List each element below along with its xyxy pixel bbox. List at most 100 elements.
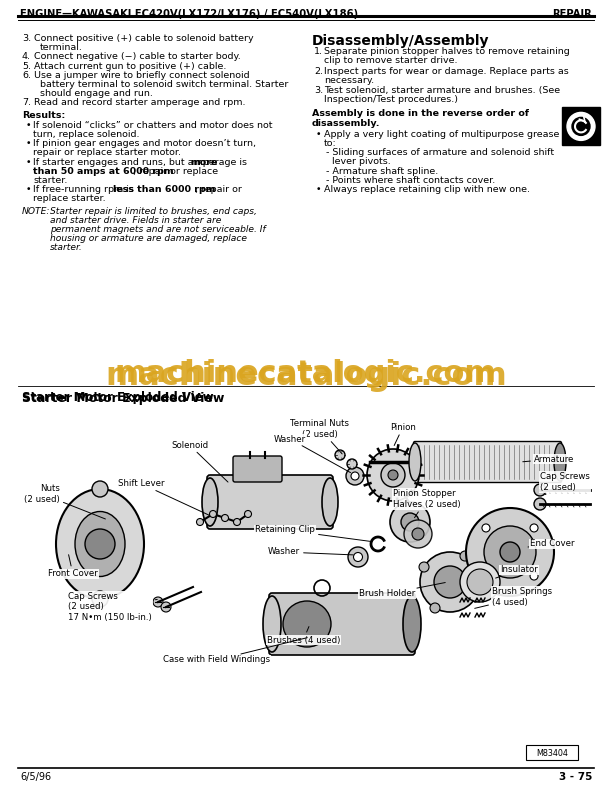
Circle shape: [572, 117, 590, 135]
Text: Case with Field Windings: Case with Field Windings: [163, 638, 307, 664]
Polygon shape: [106, 520, 118, 534]
Text: Nuts
(2 used): Nuts (2 used): [24, 484, 105, 519]
Text: Armature: Armature: [523, 455, 575, 463]
Text: Retaining Clip: Retaining Clip: [255, 526, 372, 542]
Text: machinecatalogic.com: machinecatalogic.com: [115, 360, 497, 389]
Text: Assembly is done in the reverse order of: Assembly is done in the reverse order of: [312, 109, 529, 118]
Text: should engage and run.: should engage and run.: [40, 89, 153, 98]
Text: Inspect parts for wear or damage. Replace parts as: Inspect parts for wear or damage. Replac…: [324, 67, 569, 75]
Text: 2.: 2.: [314, 67, 323, 75]
Text: 6/5/96: 6/5/96: [20, 772, 51, 782]
Text: REPAIR: REPAIR: [552, 9, 592, 19]
Text: than 50 amps at 6000 rpm: than 50 amps at 6000 rpm: [33, 167, 174, 176]
Text: •: •: [26, 185, 31, 194]
Text: Pinion Stopper
Halves (2 used): Pinion Stopper Halves (2 used): [393, 489, 461, 518]
Circle shape: [92, 481, 108, 497]
Ellipse shape: [322, 478, 338, 526]
Ellipse shape: [56, 489, 144, 599]
Text: Connect positive (+) cable to solenoid battery: Connect positive (+) cable to solenoid b…: [34, 34, 253, 43]
Text: If solenoid “clicks” or chatters and motor does not: If solenoid “clicks” or chatters and mot…: [33, 121, 272, 130]
Circle shape: [245, 511, 252, 517]
Circle shape: [367, 449, 419, 501]
Text: Attach current gun to positive (+) cable.: Attach current gun to positive (+) cable…: [34, 62, 226, 70]
Circle shape: [412, 528, 424, 540]
Text: 6.: 6.: [22, 70, 31, 80]
Circle shape: [534, 484, 546, 496]
Text: 3.: 3.: [314, 86, 323, 95]
Text: turn, replace solenoid.: turn, replace solenoid.: [33, 130, 140, 139]
Circle shape: [222, 515, 228, 521]
Circle shape: [388, 470, 398, 480]
Circle shape: [471, 592, 481, 602]
Text: Apply a very light coating of multipurpose grease: Apply a very light coating of multipurpo…: [324, 130, 559, 139]
Circle shape: [467, 569, 493, 595]
Ellipse shape: [75, 512, 125, 577]
Circle shape: [351, 472, 359, 480]
Text: 3 - 75: 3 - 75: [559, 772, 592, 782]
Text: M83404: M83404: [536, 748, 568, 757]
Text: 7.: 7.: [22, 98, 31, 108]
Text: Pinion: Pinion: [390, 422, 416, 445]
Text: •: •: [26, 158, 31, 166]
Text: Inspection/Test procedures.): Inspection/Test procedures.): [324, 95, 458, 105]
Circle shape: [419, 562, 429, 572]
Text: Washer: Washer: [274, 435, 351, 473]
Circle shape: [482, 524, 490, 532]
Text: and starter drive. Fields in starter are: and starter drive. Fields in starter are: [50, 215, 222, 225]
Text: Use a jumper wire to briefly connect solenoid: Use a jumper wire to briefly connect sol…: [34, 70, 250, 80]
Text: Brush Springs
(4 used): Brush Springs (4 used): [475, 588, 552, 608]
Bar: [526, 745, 578, 760]
Text: machinecatalogic.com: machinecatalogic.com: [105, 361, 507, 393]
Text: Separate pinion stopper halves to remove retaining: Separate pinion stopper halves to remove…: [324, 48, 570, 56]
Text: , repair or: , repair or: [195, 185, 242, 194]
Circle shape: [420, 552, 480, 612]
Circle shape: [460, 551, 470, 561]
Circle shape: [161, 602, 171, 612]
Circle shape: [347, 459, 357, 469]
Text: 4.: 4.: [22, 52, 31, 62]
Text: - Armature shaft spline.: - Armature shaft spline.: [326, 166, 438, 176]
Text: - Points where shaft contacts cover.: - Points where shaft contacts cover.: [326, 176, 495, 185]
Circle shape: [460, 562, 500, 602]
Ellipse shape: [283, 601, 331, 647]
Circle shape: [484, 526, 536, 578]
Text: clip to remove starter drive.: clip to remove starter drive.: [324, 56, 458, 66]
Text: •: •: [316, 130, 321, 139]
Circle shape: [500, 542, 520, 562]
Polygon shape: [102, 515, 114, 529]
Text: to:: to:: [324, 139, 337, 148]
FancyBboxPatch shape: [414, 441, 561, 482]
Text: Results:: Results:: [22, 111, 65, 120]
Circle shape: [434, 566, 466, 598]
Text: Cap Screws
(2 used)
17 N•m (150 lb-in.): Cap Screws (2 used) 17 N•m (150 lb-in.): [68, 592, 157, 622]
Circle shape: [348, 547, 368, 567]
Text: starter.: starter.: [50, 243, 83, 253]
Circle shape: [354, 553, 362, 562]
Text: disassembly.: disassembly.: [312, 119, 381, 128]
Circle shape: [401, 513, 419, 531]
Circle shape: [346, 467, 364, 485]
Ellipse shape: [263, 596, 281, 652]
Circle shape: [530, 572, 538, 580]
Circle shape: [234, 519, 241, 526]
Text: less than 6000 rpm: less than 6000 rpm: [113, 185, 215, 194]
Text: necessary.: necessary.: [324, 76, 374, 85]
Circle shape: [92, 591, 108, 607]
Text: Always replace retaining clip with new one.: Always replace retaining clip with new o…: [324, 185, 530, 194]
Text: battery terminal to solenoid switch terminal. Starter: battery terminal to solenoid switch term…: [40, 80, 288, 89]
Circle shape: [153, 597, 163, 607]
Text: Starter Motor Exploded View: Starter Motor Exploded View: [22, 392, 225, 405]
Text: Test solenoid, starter armature and brushes. (See: Test solenoid, starter armature and brus…: [324, 86, 560, 95]
Text: •: •: [26, 121, 31, 130]
Ellipse shape: [554, 443, 566, 481]
FancyBboxPatch shape: [269, 593, 415, 655]
Text: 1.: 1.: [314, 48, 323, 56]
Circle shape: [466, 508, 554, 596]
Text: Starter repair is limited to brushes, end caps,: Starter repair is limited to brushes, en…: [50, 207, 257, 215]
Text: Read and record starter amperage and rpm.: Read and record starter amperage and rpm…: [34, 98, 245, 108]
Text: ENGINE—KAWASAKI FC420V(LX172/LX176) / FC540V(LX186): ENGINE—KAWASAKI FC420V(LX172/LX176) / FC…: [20, 9, 358, 19]
Text: terminal.: terminal.: [40, 44, 83, 52]
Text: permanent magnets and are not serviceable. If: permanent magnets and are not serviceabl…: [50, 225, 266, 234]
Text: - Sliding surfaces of armature and solenoid shift: - Sliding surfaces of armature and solen…: [326, 148, 554, 157]
Circle shape: [196, 519, 204, 526]
